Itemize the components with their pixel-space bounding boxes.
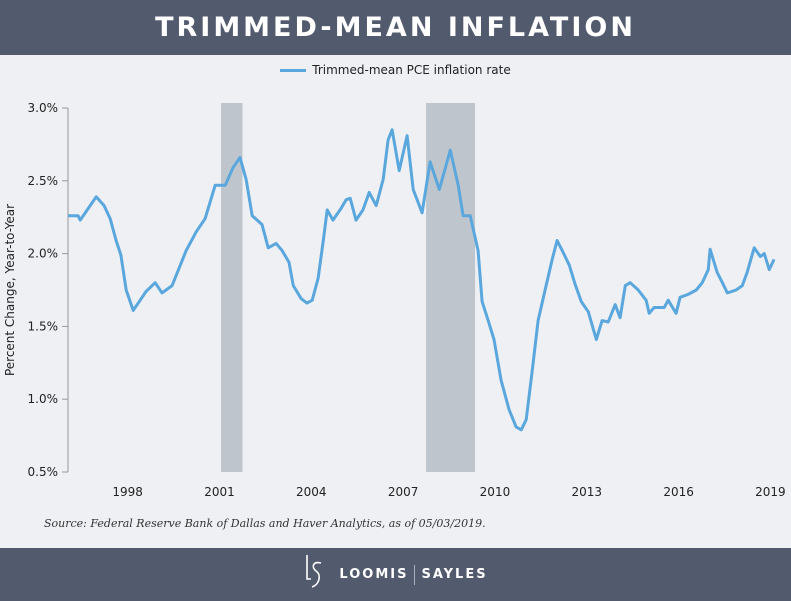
y-tick-label: 3.0% — [28, 101, 59, 115]
loomis-sayles-logo-mark — [303, 553, 325, 596]
x-tick-label: 2001 — [204, 485, 235, 499]
x-tick-label: 2010 — [480, 485, 511, 499]
y-axis-label: Percent Change, Year-to-Year — [3, 204, 17, 376]
recession-band — [221, 103, 243, 472]
brand-name: LOOMIS SAYLES — [339, 564, 488, 585]
chart-title: TRIMMED-MEAN INFLATION — [155, 12, 636, 43]
series-line — [68, 128, 776, 432]
x-tick-label: 2007 — [388, 485, 419, 499]
axes: 3.0% 2.5% 2.0% 1.5% 1.0% 0.5% 1998 2001 2004 2007… — [28, 101, 786, 499]
x-tick-label: 2016 — [663, 485, 694, 499]
footer-banner: LOOMIS SAYLES — [0, 548, 791, 601]
brand-left: LOOMIS — [339, 567, 409, 582]
header-banner: TRIMMED-MEAN INFLATION — [0, 0, 791, 55]
recession-bands — [221, 103, 476, 472]
recession-band — [426, 103, 476, 472]
x-tick-label: 2004 — [296, 485, 327, 499]
legend-swatch — [280, 68, 307, 72]
line-chart: 3.0% 2.5% 2.0% 1.5% 1.0% 0.5% 1998 2001 2004 2007… — [3, 101, 786, 499]
brand-divider — [414, 564, 416, 585]
legend-label: Trimmed-mean PCE inflation rate — [312, 63, 511, 77]
source-note: Source: Federal Reserve Bank of Dallas a… — [44, 517, 486, 530]
x-tick-label: 2019 — [755, 485, 786, 499]
x-tick-label: 1998 — [112, 485, 143, 499]
y-tick-label: 1.0% — [28, 392, 59, 406]
brand-right: SAYLES — [421, 567, 488, 582]
legend: Trimmed-mean PCE inflation rate — [0, 63, 791, 77]
x-tick-label: 2013 — [571, 485, 602, 499]
y-tick-label: 0.5% — [28, 465, 59, 479]
y-tick-label: 2.0% — [28, 247, 59, 261]
y-tick-label: 1.5% — [28, 319, 59, 333]
y-tick-label: 2.5% — [28, 174, 59, 188]
